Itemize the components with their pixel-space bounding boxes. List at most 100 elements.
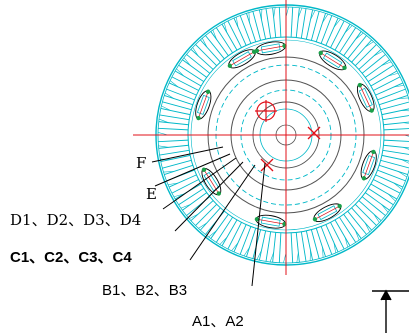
rim-tick <box>355 32 364 40</box>
rim-tick <box>248 12 250 23</box>
rim-tick <box>198 222 208 229</box>
rim-tick <box>310 10 316 20</box>
rim-tick <box>381 61 392 66</box>
fin-line <box>239 15 252 44</box>
fin-line <box>210 214 229 239</box>
fin-line <box>168 174 197 188</box>
crosshair-target-top <box>255 100 277 122</box>
component-capsule <box>254 214 287 229</box>
fin-line <box>383 139 409 142</box>
fin-line <box>227 20 242 48</box>
fin-line <box>330 222 345 250</box>
component-capsule <box>254 41 287 56</box>
fin-line <box>380 159 409 169</box>
fin-line <box>221 219 238 247</box>
label-a: A1、A2 <box>192 313 244 330</box>
fin-line <box>290 232 294 263</box>
label-b: B1、B2、B3 <box>102 282 187 299</box>
rim-tick <box>158 145 169 148</box>
fin-line <box>351 39 372 63</box>
rim-tick <box>344 25 353 34</box>
rim-tick <box>183 57 191 66</box>
rim-tick <box>180 204 191 209</box>
fin-line <box>379 164 408 175</box>
fin-line <box>383 128 409 131</box>
fin-line <box>215 216 234 243</box>
fin-line <box>159 149 190 156</box>
fin-line <box>380 101 409 111</box>
fin-line <box>295 232 300 263</box>
fin-line <box>278 232 282 263</box>
component-capsule <box>360 149 377 181</box>
fin-line <box>162 159 192 169</box>
rim-tick <box>269 252 274 263</box>
fin-line <box>233 17 247 46</box>
fin-line <box>171 76 199 91</box>
fin-line <box>174 70 202 87</box>
fin-line <box>164 95 193 106</box>
rim-tick <box>333 242 337 254</box>
fin-line <box>347 35 367 60</box>
fin-line <box>215 27 234 54</box>
fin-line <box>320 15 333 44</box>
leader-d <box>162 157 237 210</box>
fin-line <box>367 187 394 206</box>
fin-line <box>195 44 218 67</box>
fin-line <box>168 82 197 96</box>
fin-line <box>310 229 320 259</box>
fin-line <box>382 115 409 121</box>
component-capsule <box>227 49 257 69</box>
fin-line <box>195 203 218 226</box>
fin-line <box>351 207 372 231</box>
label-d: D1、D2、D3、D4 <box>10 211 141 229</box>
fin-line <box>159 114 190 121</box>
fin-line <box>305 9 314 40</box>
fin-line <box>221 23 238 51</box>
fin-line <box>186 54 211 74</box>
fin-line <box>315 13 326 42</box>
rim-tick <box>273 7 276 18</box>
fin-line <box>375 174 404 188</box>
rim-tick <box>212 29 217 40</box>
leader-c <box>174 161 244 232</box>
fin-line <box>290 7 294 38</box>
fin-line <box>373 179 401 194</box>
fin-line <box>300 8 307 39</box>
label-f: F <box>136 154 146 172</box>
fin-line <box>354 44 377 67</box>
fin-line <box>305 230 314 261</box>
rim-tick <box>344 237 349 248</box>
fin-line <box>233 224 247 253</box>
fin-line <box>358 49 382 70</box>
component-capsule <box>318 50 347 71</box>
fin-line <box>190 200 214 221</box>
fin-line <box>239 226 252 255</box>
radial-fins <box>157 6 409 264</box>
label-c: C1、C2、C3、C4 <box>10 249 132 266</box>
rim-tick <box>296 252 299 263</box>
rim-tick <box>322 247 324 258</box>
fin-line <box>310 11 320 41</box>
fin-line <box>338 27 357 54</box>
fin-line <box>315 228 326 257</box>
fin-line <box>252 11 262 41</box>
fin-line <box>365 59 390 78</box>
rim-tick <box>355 230 360 241</box>
rim-tick <box>398 97 409 99</box>
fin-line <box>334 219 351 247</box>
fin-line <box>265 8 272 39</box>
fin-line <box>373 76 401 91</box>
rim-tick <box>373 51 383 57</box>
fin-line <box>272 232 277 263</box>
fin-line <box>354 203 377 226</box>
rim-tick <box>388 72 399 77</box>
fin-line <box>370 70 398 87</box>
fin-line <box>171 179 199 194</box>
fin-line <box>158 139 189 143</box>
fin-line <box>178 187 205 206</box>
fin-line <box>383 121 409 126</box>
fin-line <box>158 144 189 149</box>
fin-line <box>343 214 362 239</box>
fin-line <box>258 9 267 40</box>
